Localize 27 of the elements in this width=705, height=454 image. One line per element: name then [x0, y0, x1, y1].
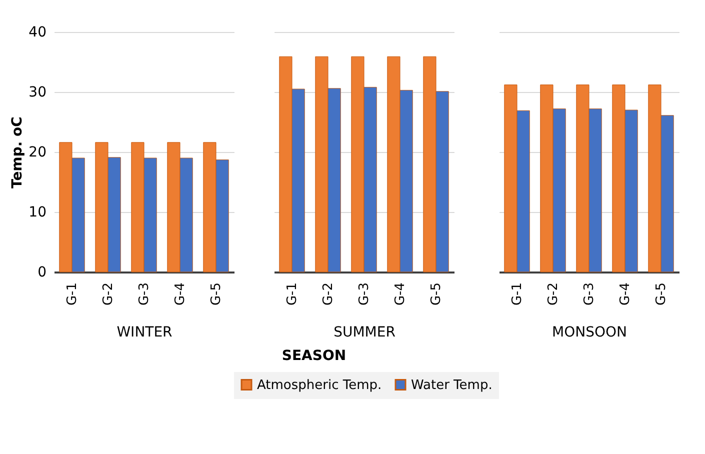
- y-tick-label: 10: [28, 204, 46, 220]
- x-tick-label: G-2: [101, 282, 116, 306]
- x-tick-label: G-1: [65, 282, 80, 306]
- x-tick-label: G-2: [546, 282, 561, 306]
- x-tick-label: G-5: [654, 282, 669, 306]
- y-axis-title: Temp. oC: [10, 116, 26, 188]
- x-tick-label: G-5: [209, 282, 224, 306]
- x-tick-label: G-5: [429, 282, 444, 306]
- x-axis-title: SUMMER: [334, 324, 396, 341]
- legend-label: Water Temp.: [411, 378, 492, 393]
- x-tick-label: G-2: [321, 282, 336, 306]
- x-tick-label: G-3: [137, 282, 152, 306]
- x-axis-title: WINTER: [116, 324, 173, 341]
- y-tick-label: 30: [28, 84, 46, 100]
- y-tick-label: 0: [38, 264, 46, 280]
- x-tick-label: G-3: [357, 282, 372, 306]
- x-tick-label: G-4: [618, 282, 633, 306]
- y-tick-label: 20: [28, 144, 46, 160]
- legend-label: Atmospheric Temp.: [257, 378, 382, 393]
- x-tick-label: G-1: [510, 282, 525, 306]
- x-tick-label: G-1: [285, 282, 300, 306]
- text: SEASON: [282, 348, 346, 364]
- x-tick-label: G-4: [173, 282, 188, 306]
- y-tick-label: 40: [28, 24, 46, 40]
- x-tick-label: G-3: [582, 282, 597, 306]
- x-tick-label: G-4: [393, 282, 408, 306]
- x-axis-title: MONSOON: [552, 324, 627, 341]
